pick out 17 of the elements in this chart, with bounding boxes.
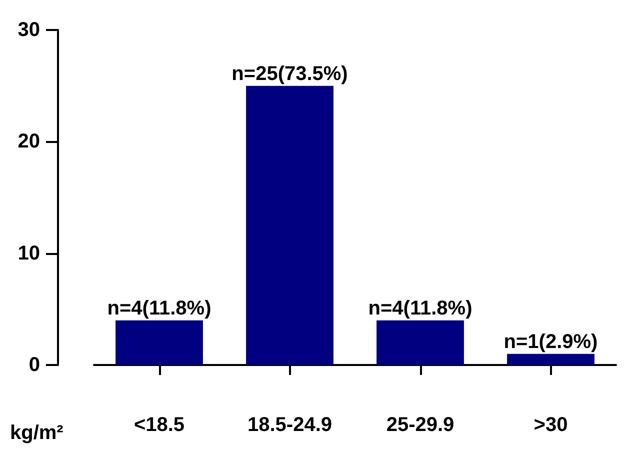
y-tick-label: 30 — [18, 19, 40, 41]
x-tick-label: >30 — [534, 414, 568, 436]
x-axis-title: kg/m² — [10, 422, 64, 444]
y-tick-label: 10 — [18, 242, 40, 264]
bar — [507, 354, 594, 365]
bar — [116, 320, 203, 365]
data-label: n=1(2.9%) — [504, 330, 598, 353]
data-label: n=4(11.8%) — [368, 297, 472, 320]
bar — [246, 86, 334, 365]
data-label: n=25(73.5%) — [232, 62, 348, 85]
x-tick-label: 25-29.9 — [386, 414, 454, 436]
bar — [376, 320, 464, 365]
data-label: n=4(11.8%) — [107, 297, 212, 320]
x-tick-label: 18.5-24.9 — [247, 414, 332, 436]
y-tick-label: 20 — [18, 130, 40, 153]
x-tick-label: <18.5 — [134, 414, 185, 436]
y-tick-label: 0 — [28, 354, 40, 376]
